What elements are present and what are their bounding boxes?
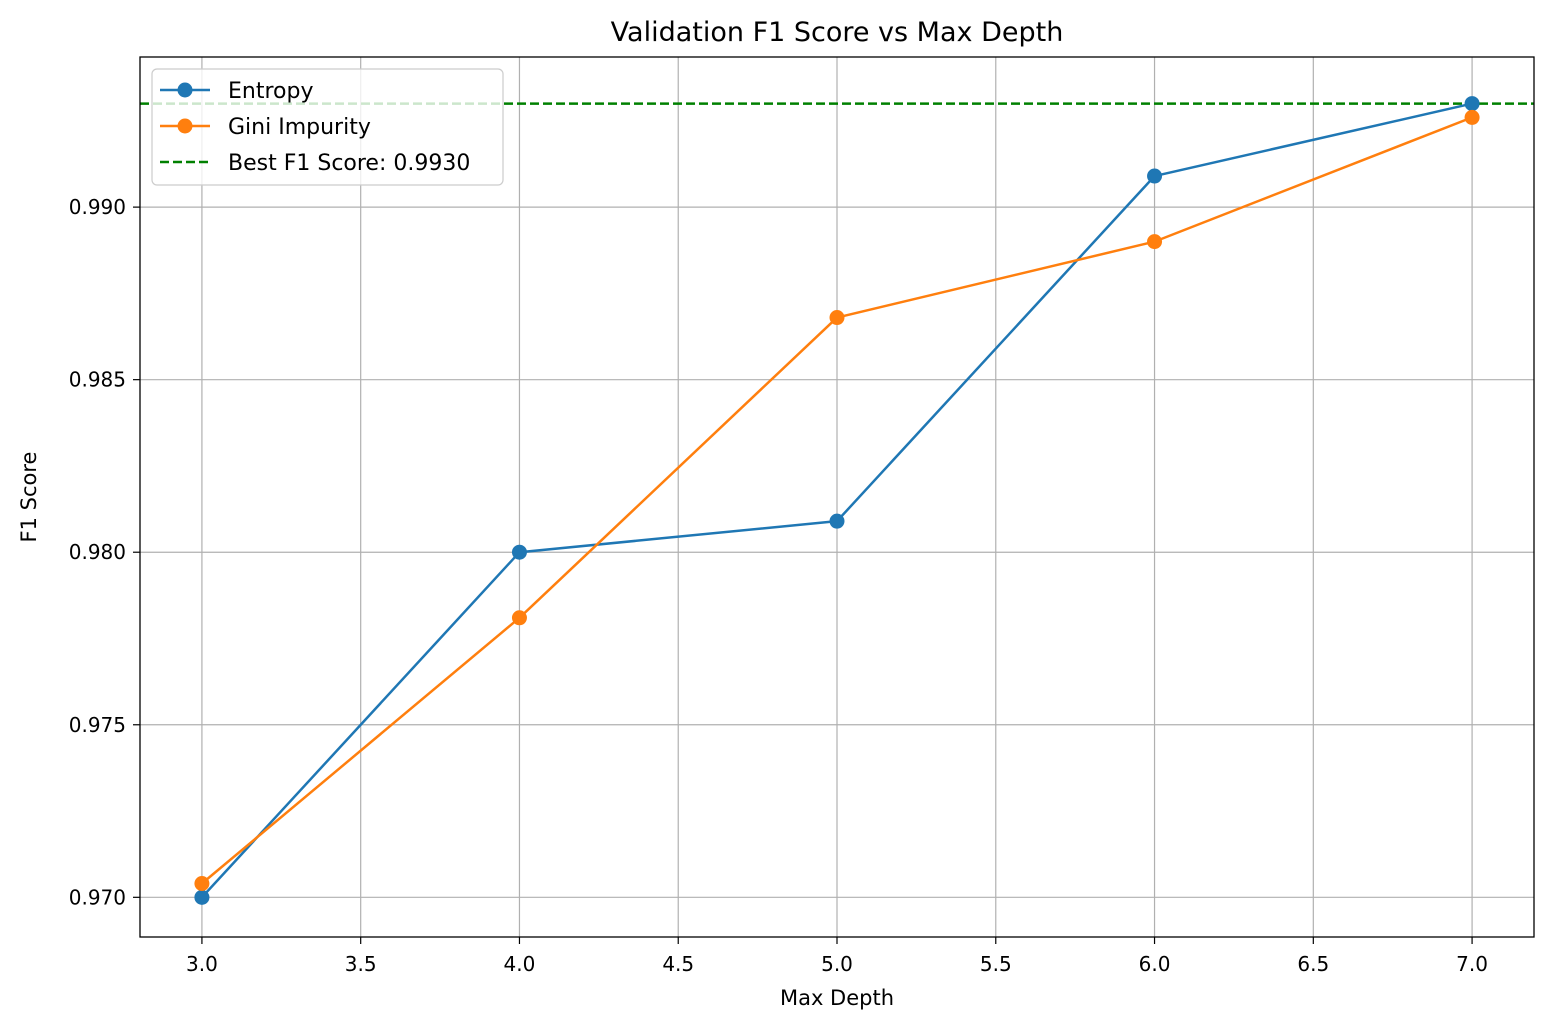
x-axis-ticks: 3.0 3.5 4.0 4.5 5.0 5.5 6.0 6.5 7.0 — [186, 937, 1488, 976]
data-point-entropy — [194, 889, 210, 905]
data-point-entropy — [829, 513, 845, 529]
chart-title: Validation F1 Score vs Max Depth — [611, 17, 1064, 48]
x-tick-label: 5.0 — [821, 952, 853, 976]
data-point-entropy — [511, 544, 527, 560]
x-tick-label: 7.0 — [1456, 952, 1488, 976]
y-axis-label: F1 Score — [17, 452, 41, 543]
legend-label: Best F1 Score: 0.9930 — [228, 151, 470, 176]
series-markers — [194, 96, 1480, 905]
data-point-gini-impurity — [829, 310, 845, 326]
y-tick-label: 0.985 — [69, 368, 126, 392]
x-tick-label: 4.5 — [662, 952, 694, 976]
data-point-gini-impurity — [1147, 234, 1163, 250]
x-tick-label: 4.0 — [504, 952, 536, 976]
data-point-entropy — [1147, 168, 1163, 184]
x-axis-label: Max Depth — [780, 986, 894, 1010]
data-point-entropy — [1464, 96, 1480, 112]
data-point-gini-impurity — [511, 610, 527, 626]
legend-swatch-marker — [177, 82, 193, 98]
legend-label: Gini Impurity — [228, 115, 371, 140]
x-tick-label: 6.0 — [1139, 952, 1171, 976]
x-tick-label: 5.5 — [980, 952, 1012, 976]
y-tick-label: 0.990 — [69, 195, 126, 219]
y-axis-ticks: 0.970 0.975 0.980 0.985 0.990 — [69, 195, 140, 909]
grid-lines — [140, 57, 1534, 937]
y-tick-label: 0.980 — [69, 540, 126, 564]
legend-swatch-marker — [177, 118, 193, 134]
x-tick-label: 6.5 — [1297, 952, 1329, 976]
y-tick-label: 0.970 — [69, 885, 126, 909]
legend-box — [151, 68, 504, 186]
data-point-gini-impurity — [194, 876, 210, 892]
legend-label: Entropy — [228, 79, 313, 104]
data-point-gini-impurity — [1464, 109, 1480, 125]
x-tick-label: 3.0 — [186, 952, 218, 976]
x-tick-label: 3.5 — [345, 952, 377, 976]
legend: Entropy Gini Impurity Best F1 Score: 0.993… — [151, 68, 504, 186]
y-tick-label: 0.975 — [69, 713, 126, 737]
